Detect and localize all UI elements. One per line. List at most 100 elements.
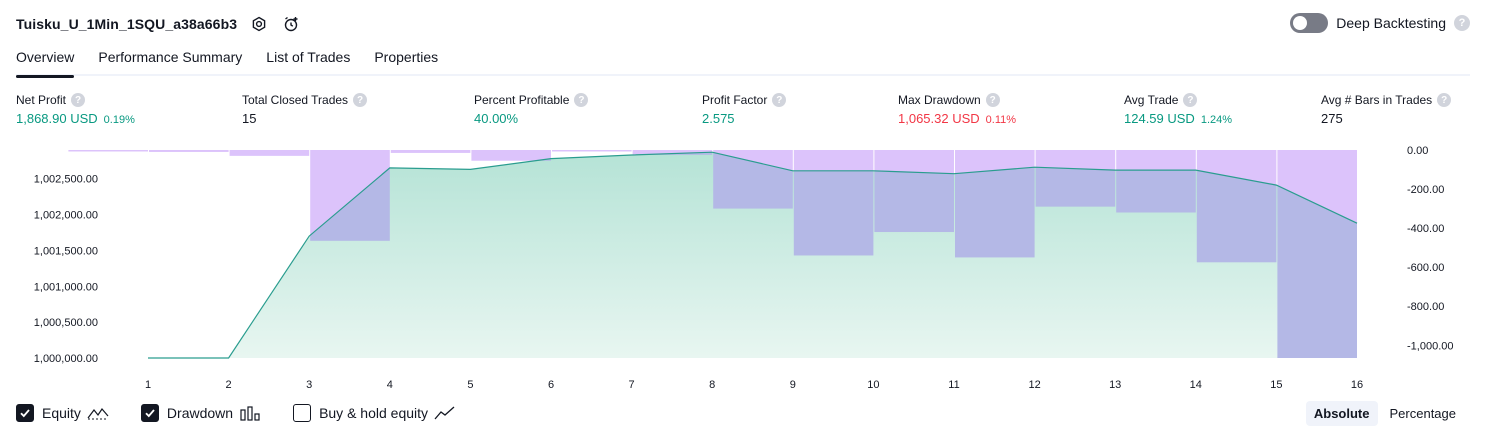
metric-label: Net Profit [16,93,67,107]
help-icon[interactable]: ? [71,93,86,107]
right-axis-tick: -1,000.00 [1407,340,1453,352]
metric-max-drawdown: Max Drawdown? 1,065.32 USD 0.11% [898,93,1016,126]
metric-percent: 1.24% [1200,114,1233,126]
x-axis-tick: 1 [145,379,151,391]
metric-avg-bars-in-trades: Avg # Bars in Trades? 275 [1321,93,1452,126]
metric-value: 1,065.32 USD [898,111,980,126]
metric-label: Percent Profitable [474,93,570,107]
x-axis-tick: 16 [1351,379,1363,391]
metric-value: 275 [1321,111,1343,126]
legend-equity[interactable]: Equity [16,404,109,422]
help-icon[interactable]: ? [353,93,368,107]
trend-line-icon [434,406,455,420]
x-axis-tick: 2 [226,379,232,391]
deep-backtesting-label: Deep Backtesting [1336,15,1446,31]
metric-net-profit: Net Profit? 1,868.90 USD 0.19% [16,93,135,126]
x-axis-tick: 13 [1109,379,1121,391]
x-axis-tick: 15 [1270,379,1282,391]
x-axis-tick: 9 [790,379,796,391]
equity-drawdown-chart[interactable]: 1,000,000.00 1,000,500.00 1,001,000.00 1,00… [0,140,1486,396]
metric-label: Avg Trade [1124,93,1179,107]
absolute-button[interactable]: Absolute [1305,401,1378,426]
chart-legend: Equity Drawdown Buy & hold equity [16,404,488,422]
metric-value: 2.575 [702,111,735,126]
tab-overview[interactable]: Overview [16,44,75,78]
settings-icon[interactable] [249,14,269,34]
x-axis-tick: 5 [467,379,473,391]
x-axis-tick: 8 [709,379,715,391]
deep-backtesting-toggle[interactable] [1290,13,1329,33]
help-icon[interactable]: ? [772,93,787,107]
x-axis-tick: 4 [387,379,393,391]
drawdown-bar [632,150,713,155]
drawdown-bar [149,150,229,152]
strategy-header: Tuisku_U_1Min_1SQU_a38a66b3 [16,12,301,36]
drawdown-bar [390,150,471,153]
legend-label: Equity [42,405,81,421]
tab-performance-summary[interactable]: Performance Summary [98,49,243,65]
equity-line-icon [87,408,109,420]
right-axis-tick: -200.00 [1407,184,1444,196]
help-icon[interactable]: ? [1437,93,1452,107]
x-axis-tick: 10 [867,379,879,391]
legend-label: Drawdown [166,405,234,421]
help-icon[interactable]: ? [574,93,589,107]
buy-hold-checkbox[interactable] [293,404,312,422]
left-axis-tick: 1,002,000.00 [34,210,98,222]
deep-backtesting: Deep Backtesting ? [1290,13,1470,33]
x-axis: 1 2 3 4 5 6 7 8 9 10 11 12 13 14 15 16 [145,379,1363,391]
metric-percent: 0.19% [103,114,135,126]
metric-avg-trade: Avg Trade? 124.59 USD 1.24% [1124,93,1232,126]
legend-drawdown[interactable]: Drawdown [140,404,261,422]
percentage-button[interactable]: Percentage [1389,406,1457,421]
left-axis-tick: 1,001,500.00 [34,245,98,257]
x-axis-tick: 14 [1190,379,1202,391]
metric-label: Profit Factor [702,93,768,107]
metric-percent: 0.11% [985,114,1017,126]
left-axis-tick: 1,001,000.00 [34,281,98,293]
tab-bar: Overview Performance Summary List of Tra… [16,44,1470,78]
left-axis-tick: 1,000,500.00 [34,317,98,329]
help-icon[interactable]: ? [1454,15,1470,31]
check-icon [20,409,30,418]
metrics-row: Net Profit? 1,868.90 USD 0.19% Total Clos… [16,93,1470,133]
x-axis-tick: 12 [1028,379,1040,391]
tab-list-of-trades[interactable]: List of Trades [266,49,351,65]
left-axis-tick: 1,000,000.00 [34,353,98,365]
tab-properties[interactable]: Properties [374,49,439,65]
x-axis-tick: 3 [306,379,312,391]
drawdown-checkbox[interactable] [140,404,159,422]
drawdown-bar [552,150,632,152]
metric-label: Total Closed Trades [242,93,349,107]
metric-profit-factor: Profit Factor? 2.575 [702,93,787,126]
left-axis-tick: 1,002,500.00 [34,174,98,186]
bars-icon [240,406,260,421]
metric-percent-profitable: Percent Profitable? 40.00% [474,93,589,126]
help-icon[interactable]: ? [985,93,1000,107]
drawdown-bar [68,150,148,152]
right-axis: 0.00 -200.00 -400.00 -600.00 -800.00 -1,000.0… [1407,145,1453,352]
metric-label: Avg # Bars in Trades [1321,93,1433,107]
right-axis-tick: -800.00 [1407,301,1444,313]
x-axis-tick: 6 [548,379,554,391]
right-axis-tick: -400.00 [1407,223,1444,235]
right-axis-tick: 0.00 [1407,145,1428,157]
right-axis-tick: -600.00 [1407,262,1444,274]
display-mode-switch: Absolute Percentage [1305,401,1464,426]
strategy-title: Tuisku_U_1Min_1SQU_a38a66b3 [16,16,238,32]
help-icon[interactable]: ? [1183,93,1198,107]
metric-value: 15 [242,111,257,126]
drawdown-bar [229,150,310,156]
left-axis: 1,000,000.00 1,000,500.00 1,001,000.00 1,00… [34,174,98,365]
metric-value: 1,868.90 USD [16,111,98,126]
x-axis-tick: 11 [948,379,959,391]
equity-line [148,151,1358,359]
equity-checkbox[interactable] [16,404,34,422]
legend-label: Buy & hold equity [319,405,429,421]
legend-buy-hold-equity[interactable]: Buy & hold equity [293,404,456,422]
toggle-knob [1293,16,1308,30]
add-alert-icon[interactable] [281,14,301,34]
drawdown-bar [471,150,551,161]
check-icon [145,409,155,418]
metric-value: 124.59 USD [1124,111,1195,126]
